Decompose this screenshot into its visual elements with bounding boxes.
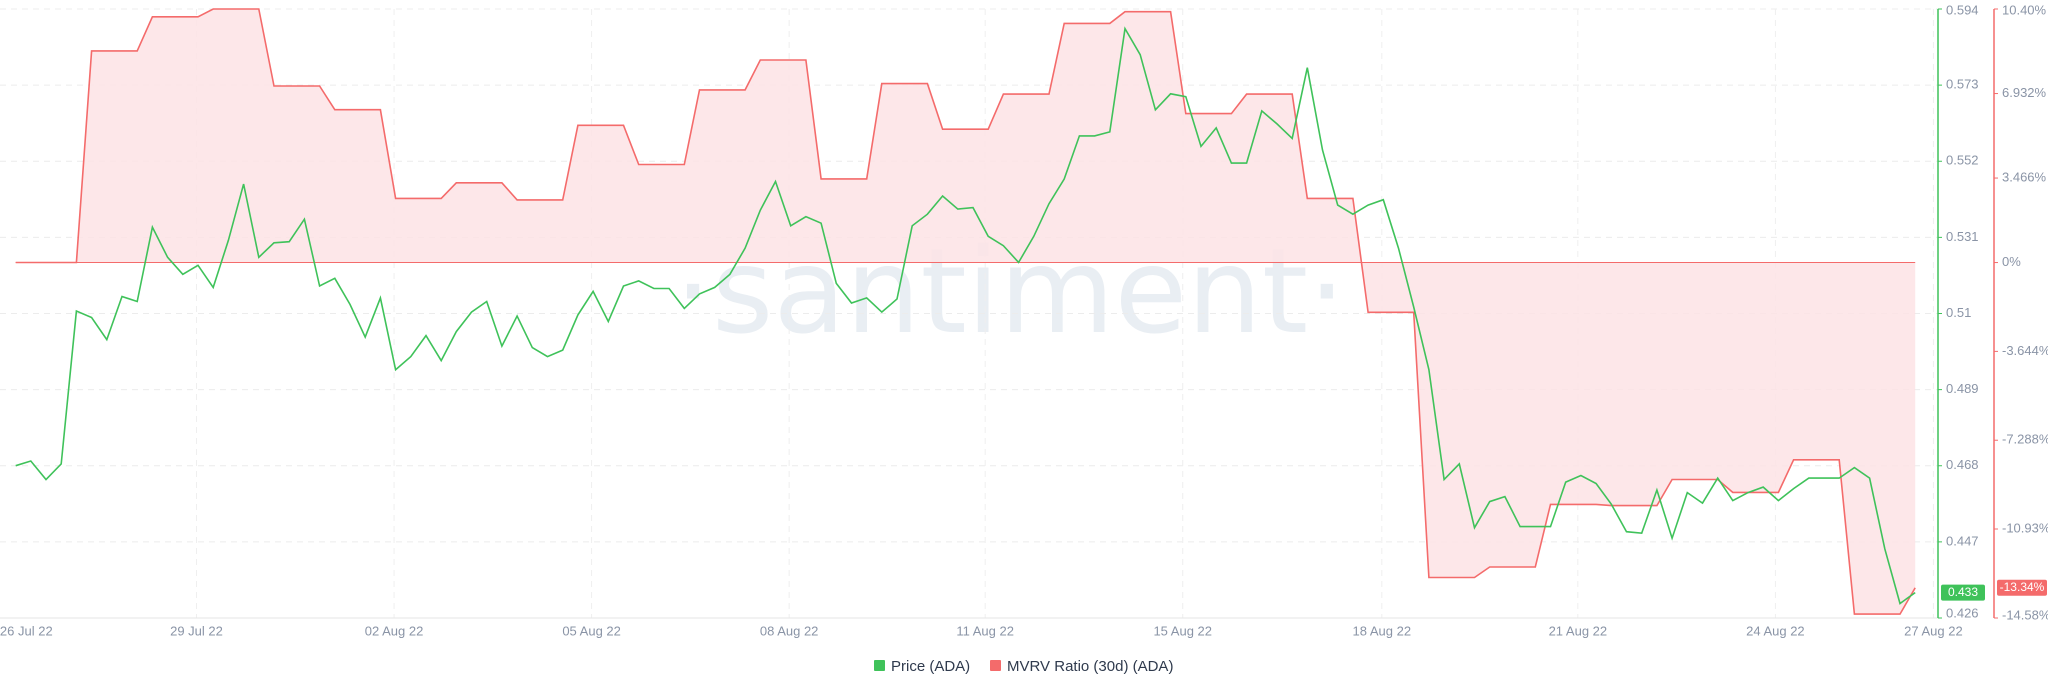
x-tick-label: 29 Jul 22 xyxy=(170,623,223,638)
value-label: -13.34% xyxy=(2000,580,2045,594)
x-tick-label: 24 Aug 22 xyxy=(1746,623,1805,638)
value-badge xyxy=(1997,579,2047,596)
line xyxy=(15,26,1916,605)
y-tick-label: 0.447 xyxy=(1946,533,1979,548)
x-tick-label: 15 Aug 22 xyxy=(1153,623,1212,638)
y2-tick-label: 0% xyxy=(2002,254,2021,269)
y-tick-label: 0.51 xyxy=(1946,305,1971,320)
legend-label: MVRV Ratio (30d) (ADA) xyxy=(1007,658,1173,675)
legend-swatch xyxy=(874,660,885,671)
x-tick-label: 08 Aug 22 xyxy=(760,623,819,638)
y2-tick-label: 3.466% xyxy=(2002,169,2047,184)
x-tick-label: 21 Aug 22 xyxy=(1549,623,1608,638)
y-tick-label: 0.468 xyxy=(1946,457,1979,472)
y2-tick-label: -14.58% xyxy=(2002,607,2048,622)
x-tick-label: 05 Aug 22 xyxy=(562,623,621,638)
value-badge xyxy=(1941,584,1985,601)
legend-swatch xyxy=(990,660,1001,671)
legend-label: Price (ADA) xyxy=(891,658,970,675)
area xyxy=(15,9,1916,615)
x-tick-label: 18 Aug 22 xyxy=(1353,623,1412,638)
value-label: 0.433 xyxy=(1948,585,1978,599)
y2-tick-label: 10.40% xyxy=(2002,2,2047,17)
y2-tick-label: -3.644% xyxy=(2002,343,2048,358)
y-tick-label: 0.573 xyxy=(1946,77,1979,92)
x-tick-label: 02 Aug 22 xyxy=(365,623,424,638)
y-tick-label: 0.552 xyxy=(1946,153,1979,168)
y2-tick-label: 6.932% xyxy=(2002,85,2047,100)
y2-tick-label: -10.93% xyxy=(2002,520,2048,535)
x-tick-label: 11 Aug 22 xyxy=(956,623,1014,638)
y-tick-label: 0.426 xyxy=(1946,605,1979,620)
line xyxy=(15,8,1916,615)
y2-tick-label: -7.288% xyxy=(2002,432,2048,447)
y-tick-label: 0.594 xyxy=(1946,2,1979,17)
y-tick-label: 0.489 xyxy=(1946,381,1979,396)
y-tick-label: 0.531 xyxy=(1946,229,1979,244)
x-tick-label: 26 Jul 22 xyxy=(0,623,53,638)
x-tick-label: 27 Aug 22 xyxy=(1904,623,1963,638)
